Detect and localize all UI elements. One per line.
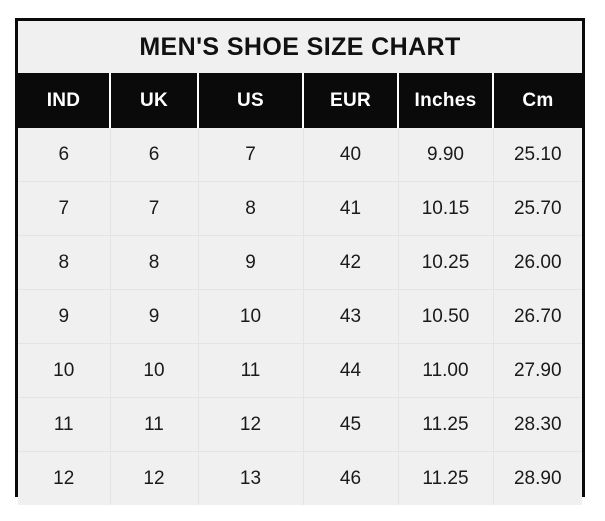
- cell-ind: 8: [18, 235, 111, 290]
- cell-inches: 11.25: [398, 397, 494, 452]
- page-title: MEN'S SHOE SIZE CHART: [139, 32, 461, 61]
- cell-inches: 11.00: [398, 343, 494, 398]
- cell-ind: 11: [18, 397, 111, 452]
- cell-eur: 43: [303, 289, 399, 344]
- cell-eur: 46: [303, 451, 399, 505]
- shoe-size-table: IND UK US EUR Inches Cm 6 6 7 40 9.90 25…: [18, 73, 582, 505]
- cell-eur: 44: [303, 343, 399, 398]
- table-header: IND UK US EUR Inches Cm: [18, 73, 582, 128]
- cell-us: 13: [198, 451, 304, 505]
- cell-us: 10: [198, 289, 304, 344]
- cell-us: 7: [198, 128, 304, 182]
- cell-eur: 41: [303, 181, 399, 236]
- table-row: 11 11 12 45 11.25 28.30: [18, 397, 582, 452]
- cell-inches: 11.25: [398, 451, 494, 505]
- cell-uk: 7: [110, 181, 199, 236]
- cell-cm: 28.30: [493, 397, 582, 452]
- cell-ind: 6: [18, 128, 111, 182]
- column-header-ind: IND: [18, 73, 111, 128]
- cell-inches: 10.25: [398, 235, 494, 290]
- cell-cm: 26.70: [493, 289, 582, 344]
- cell-ind: 7: [18, 181, 111, 236]
- column-header-uk: UK: [110, 73, 199, 128]
- cell-uk: 9: [110, 289, 199, 344]
- table-row: 8 8 9 42 10.25 26.00: [18, 235, 582, 290]
- cell-inches: 10.50: [398, 289, 494, 344]
- cell-eur: 42: [303, 235, 399, 290]
- cell-uk: 12: [110, 451, 199, 505]
- cell-us: 8: [198, 181, 304, 236]
- cell-ind: 10: [18, 343, 111, 398]
- cell-us: 11: [198, 343, 304, 398]
- cell-cm: 25.10: [493, 128, 582, 182]
- cell-eur: 40: [303, 128, 399, 182]
- cell-inches: 10.15: [398, 181, 494, 236]
- table-header-row: IND UK US EUR Inches Cm: [18, 73, 582, 128]
- cell-uk: 10: [110, 343, 199, 398]
- cell-cm: 28.90: [493, 451, 582, 505]
- cell-eur: 45: [303, 397, 399, 452]
- cell-us: 9: [198, 235, 304, 290]
- cell-us: 12: [198, 397, 304, 452]
- column-header-cm: Cm: [493, 73, 582, 128]
- cell-uk: 8: [110, 235, 199, 290]
- column-header-eur: EUR: [303, 73, 399, 128]
- cell-inches: 9.90: [398, 128, 494, 182]
- cell-uk: 6: [110, 128, 199, 182]
- cell-cm: 27.90: [493, 343, 582, 398]
- cell-ind: 12: [18, 451, 111, 505]
- cell-cm: 26.00: [493, 235, 582, 290]
- size-chart-container: MEN'S SHOE SIZE CHART IND UK US EUR Inch…: [15, 18, 585, 505]
- table-row: 6 6 7 40 9.90 25.10: [18, 128, 582, 182]
- chart-title-row: MEN'S SHOE SIZE CHART: [18, 21, 582, 73]
- table-row: 9 9 10 43 10.50 26.70: [18, 289, 582, 344]
- column-header-us: US: [198, 73, 304, 128]
- table-row: 12 12 13 46 11.25 28.90: [18, 451, 582, 505]
- table-row: 7 7 8 41 10.15 25.70: [18, 181, 582, 236]
- cell-uk: 11: [110, 397, 199, 452]
- cell-cm: 25.70: [493, 181, 582, 236]
- column-header-inches: Inches: [398, 73, 494, 128]
- table-row: 10 10 11 44 11.00 27.90: [18, 343, 582, 398]
- cell-ind: 9: [18, 289, 111, 344]
- table-body: 6 6 7 40 9.90 25.10 7 7 8 41 10.15 25.70…: [18, 128, 582, 505]
